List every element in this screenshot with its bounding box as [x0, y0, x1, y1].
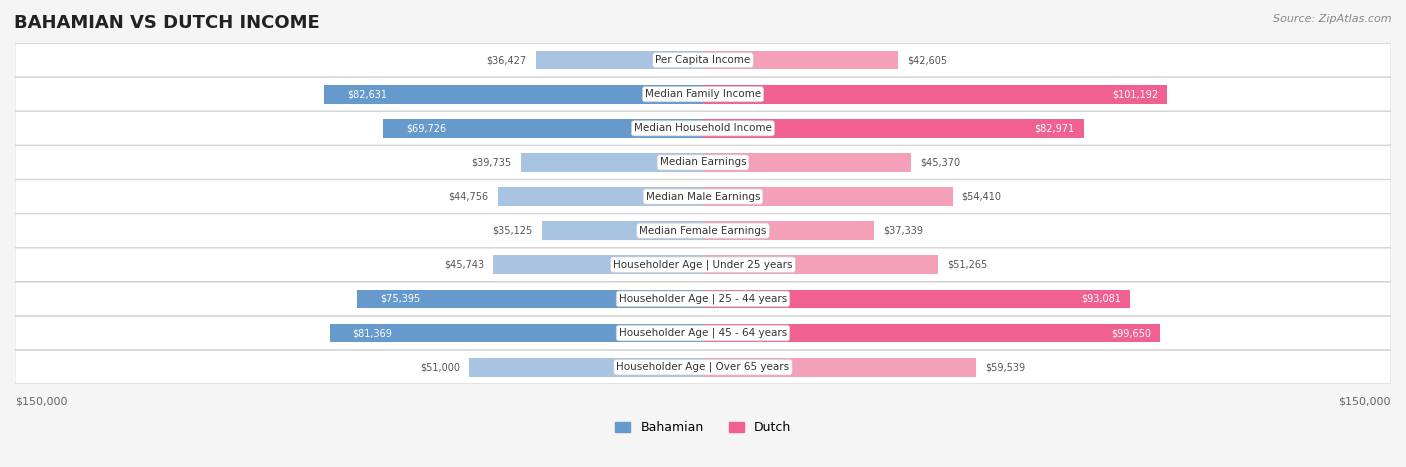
Text: $51,000: $51,000: [420, 362, 460, 372]
Bar: [323, 85, 703, 104]
Text: Householder Age | 25 - 44 years: Householder Age | 25 - 44 years: [619, 294, 787, 304]
Text: Householder Age | Under 25 years: Householder Age | Under 25 years: [613, 260, 793, 270]
Text: Source: ZipAtlas.com: Source: ZipAtlas.com: [1274, 14, 1392, 24]
Legend: Bahamian, Dutch: Bahamian, Dutch: [610, 417, 796, 439]
Text: BAHAMIAN VS DUTCH INCOME: BAHAMIAN VS DUTCH INCOME: [14, 14, 319, 32]
FancyBboxPatch shape: [15, 78, 1391, 111]
Text: $101,192: $101,192: [1112, 89, 1159, 99]
Text: $75,395: $75,395: [380, 294, 420, 304]
Text: Median Female Earnings: Median Female Earnings: [640, 226, 766, 236]
Bar: [384, 119, 703, 138]
Text: $59,539: $59,539: [986, 362, 1025, 372]
Text: $93,081: $93,081: [1081, 294, 1121, 304]
Bar: [703, 85, 1167, 104]
Text: $36,427: $36,427: [486, 55, 527, 65]
Text: $44,756: $44,756: [449, 191, 488, 202]
Bar: [498, 187, 703, 206]
Text: Householder Age | 45 - 64 years: Householder Age | 45 - 64 years: [619, 328, 787, 338]
Bar: [703, 119, 1084, 138]
Text: $39,735: $39,735: [471, 157, 512, 168]
Text: $150,000: $150,000: [1339, 396, 1391, 406]
Bar: [703, 255, 938, 274]
FancyBboxPatch shape: [15, 350, 1391, 384]
FancyBboxPatch shape: [15, 146, 1391, 179]
Bar: [494, 255, 703, 274]
Bar: [330, 324, 703, 342]
Text: Median Family Income: Median Family Income: [645, 89, 761, 99]
Bar: [541, 221, 703, 240]
Text: $45,743: $45,743: [444, 260, 484, 270]
Bar: [703, 358, 976, 376]
FancyBboxPatch shape: [15, 180, 1391, 213]
Bar: [703, 221, 875, 240]
Bar: [536, 51, 703, 70]
FancyBboxPatch shape: [15, 282, 1391, 316]
Text: $150,000: $150,000: [15, 396, 67, 406]
Text: $45,370: $45,370: [921, 157, 960, 168]
Text: Per Capita Income: Per Capita Income: [655, 55, 751, 65]
Text: $35,125: $35,125: [492, 226, 533, 236]
Text: Median Earnings: Median Earnings: [659, 157, 747, 168]
Text: $42,605: $42,605: [908, 55, 948, 65]
FancyBboxPatch shape: [15, 316, 1391, 350]
Text: Median Household Income: Median Household Income: [634, 123, 772, 133]
Text: $82,971: $82,971: [1035, 123, 1074, 133]
Bar: [357, 290, 703, 308]
Bar: [703, 51, 898, 70]
Text: $81,369: $81,369: [353, 328, 392, 338]
Bar: [470, 358, 703, 376]
Text: Householder Age | Over 65 years: Householder Age | Over 65 years: [616, 362, 790, 372]
Bar: [703, 324, 1160, 342]
Bar: [703, 153, 911, 172]
Text: $54,410: $54,410: [962, 191, 1001, 202]
FancyBboxPatch shape: [15, 112, 1391, 145]
Text: $69,726: $69,726: [406, 123, 446, 133]
FancyBboxPatch shape: [15, 43, 1391, 77]
Text: $51,265: $51,265: [948, 260, 987, 270]
Text: $82,631: $82,631: [347, 89, 387, 99]
Bar: [703, 187, 952, 206]
Bar: [520, 153, 703, 172]
FancyBboxPatch shape: [15, 248, 1391, 282]
Text: Median Male Earnings: Median Male Earnings: [645, 191, 761, 202]
Text: $99,650: $99,650: [1111, 328, 1152, 338]
Text: $37,339: $37,339: [883, 226, 924, 236]
FancyBboxPatch shape: [15, 214, 1391, 248]
Bar: [703, 290, 1130, 308]
